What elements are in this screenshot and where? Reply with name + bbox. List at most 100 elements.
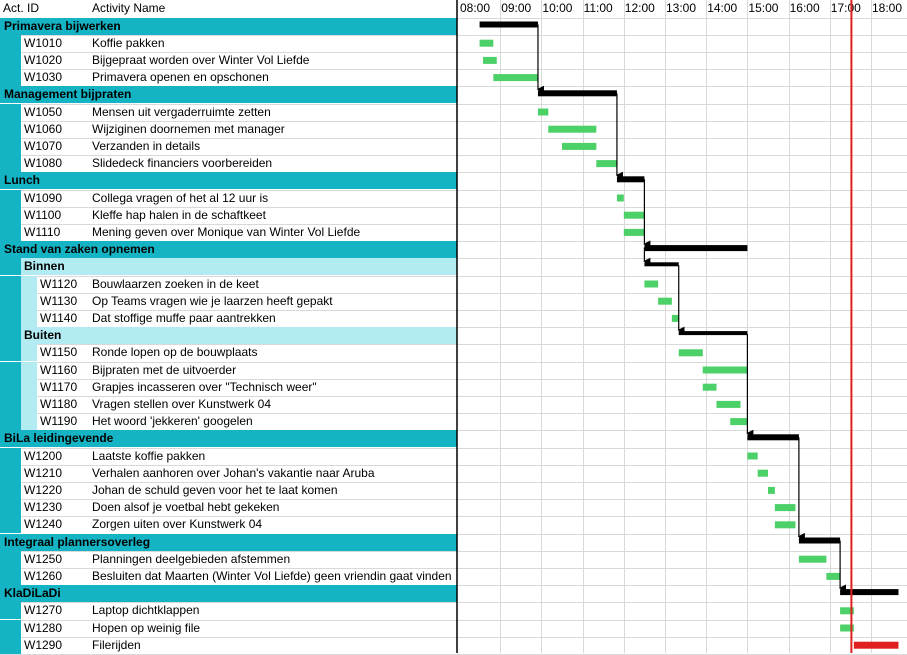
activity-id: W1290 xyxy=(24,637,63,652)
task-bar xyxy=(644,280,659,288)
subgroup-indent xyxy=(21,361,37,379)
table-row[interactable]: W1140 Dat stoffige muffe paar aantrekken xyxy=(0,309,457,327)
table-row[interactable]: W1160 Bijpraten met de uitvoerder xyxy=(0,361,457,379)
task-bar xyxy=(479,39,494,47)
table-row[interactable]: W1080 Slidedeck financiers voorbereiden xyxy=(0,155,457,173)
subgroup-indent xyxy=(21,309,37,327)
table-row[interactable]: W1010 Koffie pakken xyxy=(0,34,457,52)
task-bar xyxy=(768,486,775,494)
table-row[interactable]: W1220 Johan de schuld geven voor het te l… xyxy=(0,481,457,499)
subgroup-row[interactable]: Buiten xyxy=(0,327,457,345)
task-bar xyxy=(548,125,597,133)
table-row[interactable]: W1240 Zorgen uiten over Kunstwerk 04 xyxy=(0,516,457,534)
table-row[interactable]: W1070 Verzanden in details xyxy=(0,137,457,155)
table-row[interactable]: W1290 Filerijden xyxy=(0,636,457,654)
activity-id: W1110 xyxy=(24,224,61,239)
table-row[interactable]: W1210 Verhalen aanhoren over Johan's vaka… xyxy=(0,464,457,482)
activity-id: W1270 xyxy=(24,603,63,618)
subgroup-summary-bar xyxy=(644,262,679,267)
task-bar xyxy=(840,607,854,615)
time-tick-label: 09:00 xyxy=(501,1,532,15)
group-indent xyxy=(0,258,21,276)
table-row[interactable]: W1200 Laatste koffie pakken xyxy=(0,447,457,465)
table-row[interactable]: W1280 Hopen op weinig file xyxy=(0,619,457,637)
group-indent xyxy=(0,34,21,52)
time-gridline xyxy=(541,17,543,653)
row-gridline xyxy=(0,189,907,191)
table-row[interactable]: W1260 Besluiten dat Maarten (Winter Vol L… xyxy=(0,567,457,585)
group-indent xyxy=(0,275,21,293)
group-row[interactable]: Lunch xyxy=(0,172,457,190)
group-row[interactable]: Integraal plannersoverleg xyxy=(0,533,457,551)
activity-id: W1250 xyxy=(24,551,63,566)
group-name: Integraal plannersoverleg xyxy=(4,534,151,549)
group-row[interactable]: Primavera bijwerken xyxy=(0,17,457,35)
table-row[interactable]: W1060 Wijziginen doornemen met manager xyxy=(0,120,457,138)
task-bar xyxy=(596,160,617,168)
subgroup-row[interactable]: Binnen xyxy=(0,258,457,276)
table-row[interactable]: W1030 Primavera openen en opschonen xyxy=(0,69,457,87)
row-gridline xyxy=(0,499,907,501)
group-row[interactable]: Management bijpraten xyxy=(0,86,457,104)
table-row[interactable]: W1230 Doen alsof je voetbal hebt gekeken xyxy=(0,499,457,517)
row-gridline xyxy=(0,51,907,53)
row-gridline xyxy=(0,636,907,638)
activity-name: Verzanden in details xyxy=(92,138,201,153)
row-gridline xyxy=(0,292,907,294)
group-name: Stand van zaken opnemen xyxy=(4,242,155,257)
table-row[interactable]: W1020 Bijgepraat worden over Winter Vol L… xyxy=(0,51,457,69)
row-gridline xyxy=(0,120,907,122)
header-activity-name[interactable]: Activity Name xyxy=(92,1,166,15)
subgroup-indent xyxy=(21,344,37,362)
activity-name: Vragen stellen over Kunstwerk 04 xyxy=(92,396,271,411)
activity-id: W1140 xyxy=(40,310,78,325)
group-indent xyxy=(0,189,21,207)
tick-separator xyxy=(665,0,666,17)
table-row[interactable]: W1110 Mening geven over Monique van Winte… xyxy=(0,223,457,241)
activity-id: W1160 xyxy=(40,362,78,377)
group-name: BiLa leidingevende xyxy=(4,431,114,446)
time-gridline xyxy=(500,17,502,653)
task-bar xyxy=(483,56,497,64)
activity-name: Hopen op weinig file xyxy=(92,620,201,635)
row-gridline xyxy=(0,223,907,225)
group-indent xyxy=(0,223,21,241)
table-row[interactable]: W1150 Ronde lopen op de bouwplaats xyxy=(0,344,457,362)
row-gridline xyxy=(0,378,907,380)
table-row[interactable]: W1190 Het woord 'jekkeren' googelen xyxy=(0,413,457,431)
table-row[interactable]: W1090 Collega vragen of het al 12 uur is xyxy=(0,189,457,207)
table-row[interactable]: W1100 Kleffe hap halen in de schaftkeet xyxy=(0,206,457,224)
header-act-id[interactable]: Act. ID xyxy=(3,1,40,15)
row-gridline xyxy=(0,344,907,346)
group-indent xyxy=(0,292,21,310)
subgroup-name: Binnen xyxy=(24,259,65,274)
time-tick-label: 13:00 xyxy=(666,1,697,15)
activity-id: W1090 xyxy=(24,190,63,205)
time-tick-label: 15:00 xyxy=(748,1,779,15)
subgroup-fill: Binnen xyxy=(21,258,457,276)
table-row[interactable]: W1120 Bouwlaarzen zoeken in de keet xyxy=(0,275,457,293)
row-gridline xyxy=(0,34,907,36)
table-row[interactable]: W1170 Grapjes incasseren over "Technisch … xyxy=(0,378,457,396)
row-gridline xyxy=(0,137,907,139)
activity-id: W1180 xyxy=(40,396,78,411)
group-fill: Integraal plannersoverleg xyxy=(0,533,457,551)
group-indent xyxy=(0,499,21,517)
activity-name: Zorgen uiten over Kunstwerk 04 xyxy=(92,517,263,532)
subgroup-summary-bar xyxy=(678,331,748,336)
group-name: Management bijpraten xyxy=(4,87,132,102)
task-bar xyxy=(747,452,758,460)
group-row[interactable]: Stand van zaken opnemen xyxy=(0,241,457,259)
table-row[interactable]: W1180 Vragen stellen over Kunstwerk 04 xyxy=(0,395,457,413)
table-row[interactable]: W1250 Planningen deelgebieden afstemmen xyxy=(0,550,457,568)
activity-name: Planningen deelgebieden afstemmen xyxy=(92,551,291,566)
table-row[interactable]: W1270 Laptop dichtklappen xyxy=(0,602,457,620)
table-row[interactable]: W1050 Mensen uit vergaderruimte zetten xyxy=(0,103,457,121)
group-row[interactable]: KlaDiLaDi xyxy=(0,585,457,603)
activity-name: Primavera openen en opschonen xyxy=(92,70,269,85)
table-row[interactable]: W1130 Op Teams vragen wie je laarzen heef… xyxy=(0,292,457,310)
task-bar xyxy=(678,349,703,357)
row-gridline xyxy=(0,447,907,449)
group-row[interactable]: BiLa leidingevende xyxy=(0,430,457,448)
row-gridline xyxy=(0,567,907,569)
